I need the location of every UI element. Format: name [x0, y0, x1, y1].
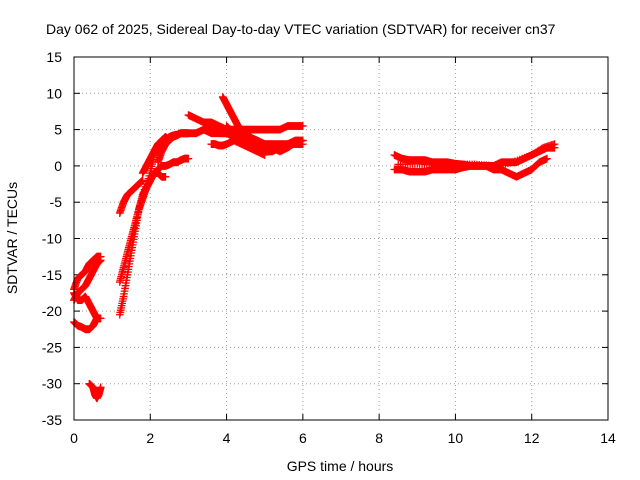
x-tick-label: 10 [448, 430, 464, 446]
data-point [138, 176, 147, 185]
y-tick-label: 0 [54, 158, 62, 174]
series-arc-5 [85, 379, 105, 403]
data-point [96, 256, 105, 265]
data-point [550, 140, 559, 148]
x-tick-label: 6 [299, 430, 307, 446]
data-point [161, 172, 170, 181]
x-tick-label: 8 [375, 430, 383, 446]
plot-frame [73, 56, 609, 421]
y-tick-label: -35 [42, 412, 62, 428]
x-tick-label: 2 [146, 430, 154, 446]
x-tick-label: 14 [600, 430, 616, 446]
chart-title: Day 062 of 2025, Sidereal Day-to-day VTE… [46, 21, 556, 37]
y-tick-label: -5 [50, 194, 63, 210]
data-point [299, 122, 307, 130]
y-ticks: 15 10 5 0 -5 -10 -15 -20 -25 -30 -35 [42, 49, 608, 428]
y-tick-label: -20 [42, 303, 62, 319]
x-tick-label: 4 [223, 430, 231, 446]
x-ticks: 0 2 4 6 8 10 12 14 [70, 57, 616, 446]
data-points [70, 93, 559, 403]
grid [74, 57, 608, 420]
series-arc-18 [390, 154, 551, 181]
y-tick-label: 5 [54, 122, 62, 138]
series-arc-6 [115, 176, 147, 217]
data-point [299, 136, 307, 145]
series-arc-4 [70, 314, 101, 334]
x-axis-label: GPS time / hours [287, 458, 394, 474]
data-point [93, 314, 101, 323]
series-arc-3 [70, 289, 105, 323]
data-point [537, 144, 546, 153]
series-arc-7 [115, 154, 193, 286]
series-arc-19 [394, 140, 559, 170]
data-point [543, 154, 551, 163]
y-axis-label: SDTVAR / TECUs [4, 182, 20, 294]
x-tick-label: 0 [70, 430, 78, 446]
y-tick-label: -25 [42, 339, 62, 355]
y-tick-label: 10 [46, 85, 62, 101]
data-point [96, 383, 105, 392]
data-point [184, 154, 193, 163]
x-tick-label: 12 [524, 430, 540, 446]
series-arc-16 [222, 122, 307, 156]
y-tick-label: -15 [42, 267, 62, 283]
series-arc-1 [70, 252, 105, 294]
y-tick-label: -30 [42, 376, 62, 392]
y-tick-label: -10 [42, 231, 62, 247]
y-tick-label: 15 [46, 49, 62, 65]
